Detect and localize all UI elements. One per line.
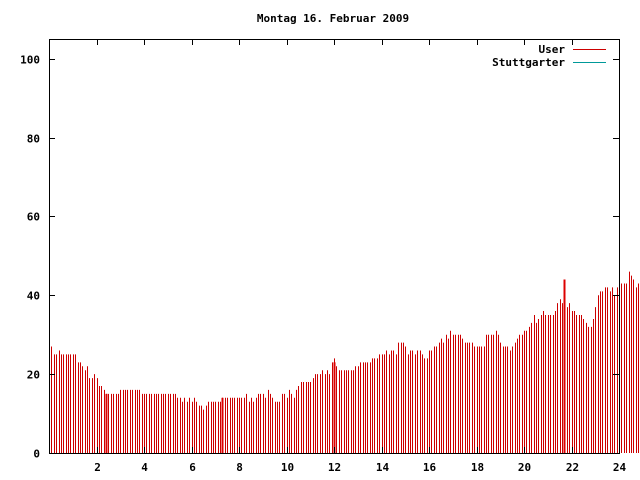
x-tick-label: 6 <box>189 461 196 474</box>
y-tick-label: 0 <box>33 448 40 461</box>
x-tick-label: 14 <box>376 461 390 474</box>
legend-label: Stuttgarter <box>492 56 565 69</box>
y-tick-label: 100 <box>20 54 40 67</box>
x-tick-label: 2 <box>94 461 101 474</box>
y-tick-label: 40 <box>27 290 40 303</box>
x-tick-label: 8 <box>236 461 243 474</box>
y-tick-label: 60 <box>27 211 40 224</box>
y-tick-label: 20 <box>27 369 40 382</box>
bar-group <box>49 271 639 453</box>
x-tick-label: 18 <box>471 461 484 474</box>
x-tick-label: 16 <box>423 461 437 474</box>
x-tick-label: 20 <box>518 461 531 474</box>
x-tick-label: 12 <box>328 461 341 474</box>
legend-label: User <box>539 43 566 56</box>
y-tick-label: 80 <box>27 133 40 146</box>
chart-title: Montag 16. Februar 2009 <box>257 12 409 25</box>
x-tick-label: 22 <box>566 461 579 474</box>
x-tick-label: 4 <box>141 461 148 474</box>
x-tick-label: 10 <box>281 461 294 474</box>
x-tick-label: 24 <box>613 461 627 474</box>
